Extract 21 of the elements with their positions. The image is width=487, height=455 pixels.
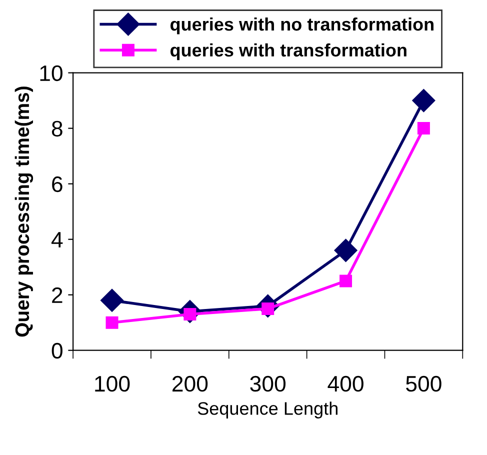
y-tick-label: 4 [51,232,63,248]
y-axis-title: Query processing time(ms) [14,86,34,337]
point [106,316,118,329]
y-tick-label: 6 [52,176,62,192]
x-tick-label: 500 [406,376,442,392]
point [412,89,436,112]
point [334,238,358,262]
x-tick-label: 200 [172,376,208,392]
y-tick-label: 8 [52,120,62,137]
y-tick-label: 2 [52,287,62,303]
x-axis-title: Sequence Length [198,402,338,418]
x-tick-label: 400 [328,376,364,392]
x-tick-label: 300 [250,376,286,392]
y-tick-label: 0 [52,342,62,359]
point [340,274,352,288]
point [100,288,124,312]
x-tick-label: 100 [95,376,130,392]
legend-label: queries with no transformation [170,17,434,34]
legend-label: queries with transformation [170,43,406,60]
point [417,122,430,135]
y-tick-label: 10 [40,65,62,82]
